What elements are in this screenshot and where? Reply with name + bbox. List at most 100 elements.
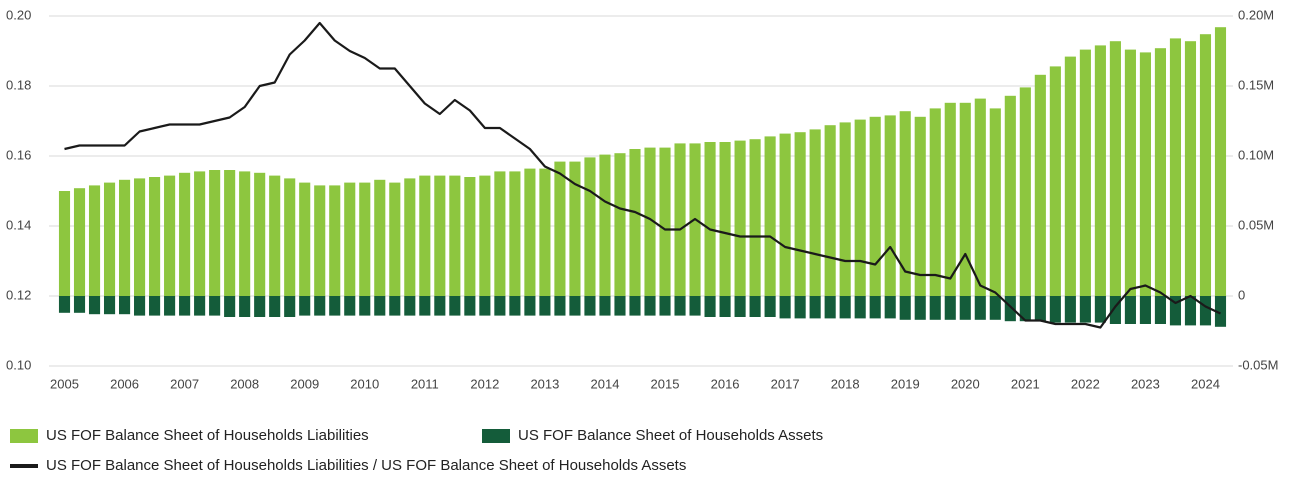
bar (644, 296, 656, 316)
bar (449, 175, 461, 296)
bar (764, 136, 776, 296)
bar (734, 140, 746, 296)
y-tick-label: 0.12 (6, 287, 31, 302)
bar (134, 178, 146, 296)
bar (1214, 296, 1227, 327)
bar (554, 296, 566, 316)
bar (599, 296, 611, 316)
line (64, 21, 1221, 329)
bar (194, 171, 206, 296)
bar (434, 175, 446, 296)
x-tick-label: 2005 (50, 376, 79, 391)
bar (404, 296, 416, 316)
bar (854, 119, 866, 296)
bar (149, 296, 161, 316)
bar (419, 175, 431, 296)
bar (794, 296, 806, 319)
bar (1214, 27, 1227, 296)
y2-tick-label: 0 (1238, 287, 1245, 302)
bar (1124, 49, 1136, 296)
bar (164, 175, 176, 296)
bar (869, 116, 881, 296)
y2-tick-label: -0.05M (1238, 357, 1278, 372)
bar (103, 182, 116, 296)
bar (614, 153, 626, 296)
legend-swatch (482, 429, 510, 443)
bar (944, 296, 956, 320)
bar (344, 296, 356, 316)
bar (929, 108, 941, 297)
x-tick-label: 2022 (1071, 376, 1100, 391)
bar (254, 172, 266, 296)
x-tick-label: 2009 (290, 376, 319, 391)
bar (584, 296, 596, 316)
bar (674, 143, 686, 296)
bar (1079, 49, 1091, 296)
bar (224, 296, 236, 317)
bar (719, 296, 731, 317)
bar (1019, 87, 1031, 297)
y-tick-label: 0.14 (6, 217, 31, 232)
bar (1049, 296, 1061, 323)
bar (614, 296, 626, 316)
bar (284, 178, 296, 296)
bar (854, 296, 866, 319)
legend-label: US FOF Balance Sheet of Households Asset… (518, 427, 823, 444)
bar (509, 296, 521, 316)
x-tick-label: 2017 (771, 376, 800, 391)
bar (1049, 66, 1061, 297)
bar (464, 296, 476, 316)
bar (194, 296, 206, 316)
bar (1004, 296, 1016, 322)
bar (659, 296, 671, 316)
x-tick-label: 2024 (1191, 376, 1220, 391)
bar (179, 296, 191, 316)
bar (569, 161, 581, 296)
bar (1019, 296, 1031, 322)
bar (88, 296, 101, 315)
bar (239, 296, 251, 317)
x-tick-label: 2013 (530, 376, 559, 391)
bar (389, 182, 401, 296)
x-tick-label: 2007 (170, 376, 199, 391)
bar (88, 185, 101, 296)
bar (494, 171, 506, 296)
bar (569, 296, 581, 316)
bar (1184, 41, 1197, 297)
y2-tick-label: 0.15M (1238, 77, 1274, 92)
x-tick-label: 2014 (591, 376, 620, 391)
y-tick-label: 0.18 (6, 77, 31, 92)
bar (809, 296, 821, 319)
bar (914, 296, 926, 320)
bar (449, 296, 461, 316)
bar (284, 296, 296, 317)
bar (58, 191, 71, 296)
bar (179, 172, 191, 296)
x-tick-label: 2016 (711, 376, 740, 391)
x-tick-label: 2011 (411, 376, 439, 391)
x-tick-label: 2023 (1131, 376, 1160, 391)
bar (1094, 45, 1106, 297)
bar (164, 296, 176, 316)
bar (1199, 34, 1212, 296)
y2-tick-label: 0.05M (1238, 217, 1274, 232)
bar (1109, 41, 1121, 297)
bar (1184, 296, 1197, 326)
x-tick-label: 2008 (230, 376, 259, 391)
bar (839, 296, 851, 319)
bar (884, 115, 896, 297)
bar (73, 296, 86, 313)
bar (1154, 296, 1166, 324)
bar (674, 296, 686, 316)
bar (584, 157, 596, 296)
x-tick-label: 2018 (831, 376, 860, 391)
x-tick-label: 2021 (1011, 376, 1040, 391)
bar (149, 177, 161, 296)
y2-tick-label: 0.20M (1238, 7, 1274, 22)
bar (974, 296, 986, 320)
bar (73, 188, 86, 296)
legend-swatch (10, 429, 38, 443)
bar (1034, 296, 1046, 322)
bar (1079, 296, 1091, 323)
